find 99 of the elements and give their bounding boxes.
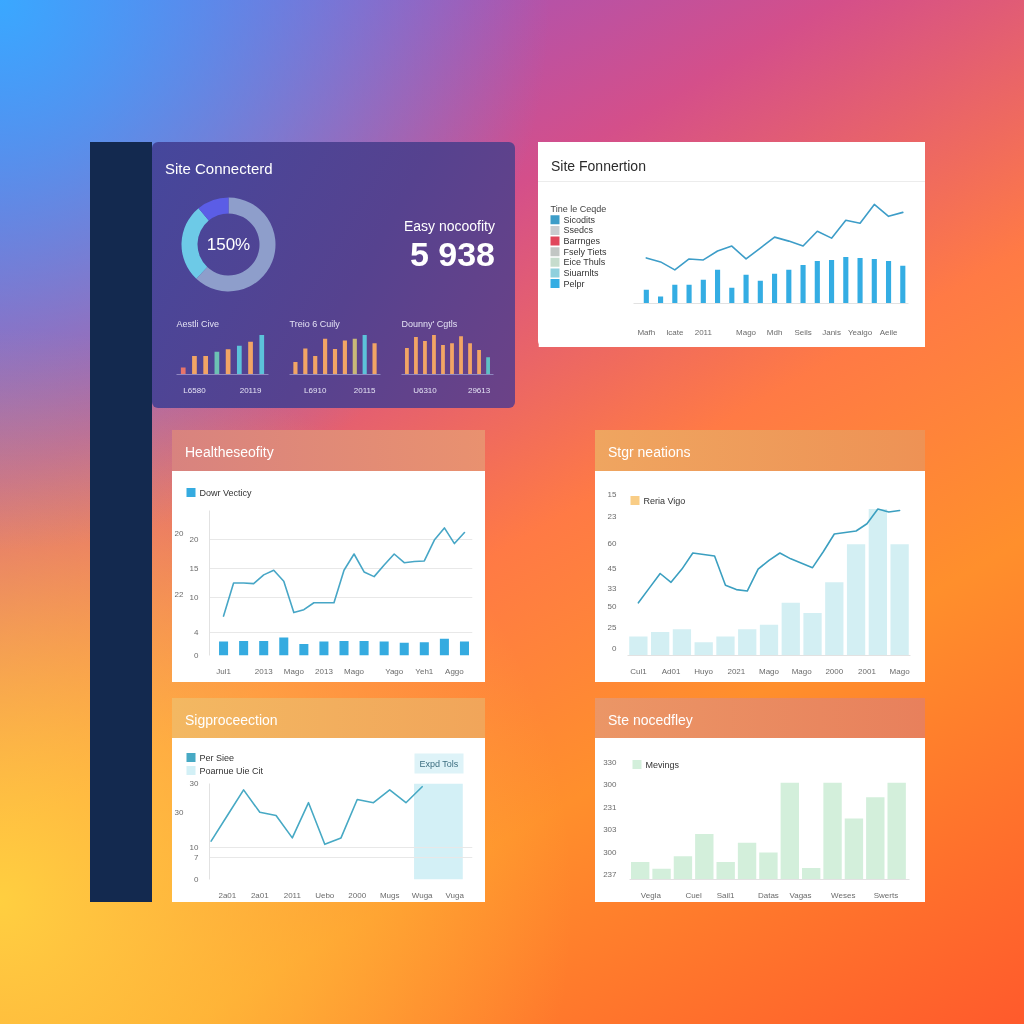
y-tick-label: 10 — [189, 593, 200, 602]
x-tick-label: 2013 — [254, 666, 274, 676]
legend-label: Mevings — [645, 759, 680, 770]
legend-label: Siuarnlts — [563, 267, 600, 278]
x-tick-label: Mdh — [766, 327, 783, 337]
y-tick-label: 0 — [194, 651, 200, 660]
x-tick-label: Mago — [736, 327, 757, 337]
x-tick-label: 2000 — [825, 666, 844, 676]
x-tick-label: L6580 — [183, 385, 207, 395]
chart-title: Site Connecterd — [164, 159, 274, 179]
x-tick-label: Seils — [794, 327, 812, 337]
y-tick-label: 30 — [189, 779, 200, 788]
x-tick-label: Yeaigo — [847, 327, 873, 337]
text: 5 938 — [408, 235, 495, 273]
text: 50 — [607, 601, 618, 611]
text: 231 — [603, 803, 618, 813]
text: 300 — [603, 848, 618, 858]
x-tick-label: 2011 — [694, 327, 713, 337]
text: 22 — [174, 590, 185, 600]
chart-title: Dounny' Cgtls — [401, 318, 458, 329]
legend-label: Poarnue Uie Cit — [199, 765, 264, 776]
x-tick-label: Mago — [791, 666, 813, 676]
x-tick-label: U6310 — [413, 385, 438, 395]
legend-label: Sicodits — [563, 214, 596, 225]
x-tick-label: Sail1 — [716, 890, 736, 900]
y-tick-label: 15 — [189, 564, 200, 573]
x-tick-label: Mugs — [379, 890, 400, 900]
text: 150% — [206, 235, 251, 254]
chart-title: Stgr neations — [595, 430, 925, 471]
legend-label: Barrnges — [563, 236, 601, 247]
chart-title: Site Fonnertion — [538, 142, 925, 182]
chart-title: Sigproceection — [172, 698, 485, 738]
text: 303 — [603, 824, 618, 834]
x-tick-label: 29613 — [467, 385, 491, 395]
x-tick-label: 2001 — [858, 666, 877, 676]
x-tick-label: Icate — [666, 327, 685, 337]
x-tick-label: Mago — [344, 666, 365, 676]
x-tick-label: 20115 — [353, 385, 377, 395]
legend-title: Tine le Ceqde — [550, 204, 607, 215]
x-tick-label: 2013 — [315, 666, 334, 676]
x-tick-label: Yago — [385, 666, 404, 676]
text: 330 — [603, 757, 618, 767]
text: 237 — [603, 870, 618, 880]
x-tick-label: L6910 — [304, 385, 327, 395]
x-tick-label: Vegla — [640, 890, 662, 900]
legend-label: Reria Vigo — [643, 495, 686, 506]
x-tick-label: Yeh1 — [415, 666, 434, 676]
x-tick-label: Uebo — [315, 890, 335, 900]
legend-label: Ssedcs — [563, 225, 594, 236]
y-tick-label: 10 — [189, 843, 200, 852]
text: 20 — [174, 529, 185, 539]
text: 300 — [603, 779, 618, 789]
text: 33 — [607, 583, 618, 593]
y-tick-label: 7 — [194, 852, 200, 862]
text: Easy nocoofity — [402, 217, 495, 235]
x-tick-label: 2000 — [348, 890, 367, 900]
chart-title: Aestli Cive — [176, 318, 220, 329]
x-tick-label: Mafh — [637, 327, 656, 337]
x-tick-label: 2021 — [727, 666, 746, 676]
text: 23 — [607, 511, 618, 521]
x-tick-label: Cul1 — [630, 666, 648, 676]
chart-title: Treio 6 Cuily — [289, 318, 341, 329]
y-tick-label: 20 — [189, 535, 200, 544]
text: 30 — [174, 807, 185, 817]
text: 60 — [607, 539, 618, 549]
text: 25 — [607, 623, 618, 633]
text: 15 — [607, 490, 618, 500]
x-tick-label: 2011 — [283, 890, 302, 900]
x-tick-label: 20119 — [239, 385, 262, 395]
text: Expd Tols — [419, 758, 459, 769]
x-tick-label: Mago — [283, 666, 305, 676]
x-tick-label: Janis — [822, 327, 841, 337]
x-tick-label: Aeile — [879, 327, 898, 337]
x-tick-label: Huyo — [694, 666, 714, 676]
x-tick-label: Mago — [758, 666, 780, 676]
x-tick-label: Swerts — [873, 890, 899, 900]
x-tick-label: Vagas — [789, 890, 812, 900]
x-tick-label: Cuel — [685, 890, 703, 900]
legend-label: Pelpr — [563, 278, 585, 289]
legend-label: Per Siee — [199, 752, 235, 763]
x-tick-label: Wuga — [411, 890, 434, 900]
x-tick-label: Aggo — [445, 666, 465, 676]
y-tick-label: 4 — [194, 627, 200, 637]
legend-label: Dowr Vecticy — [199, 487, 253, 498]
x-tick-label: Weses — [831, 890, 856, 900]
chart-title: Ste nocedfley — [595, 698, 925, 738]
x-tick-label: Jul1 — [216, 666, 232, 676]
x-tick-label: 2a01 — [250, 890, 270, 900]
x-tick-label: Mago — [889, 666, 911, 676]
text: 45 — [607, 564, 618, 574]
x-tick-label: 2a01 — [218, 890, 237, 900]
legend-label: Fsely Tiets — [563, 246, 608, 257]
y-tick-label: 0 — [194, 875, 200, 884]
x-tick-label: Ad01 — [661, 666, 681, 676]
legend-label: Eice Thuls — [563, 257, 606, 268]
x-tick-label: Datas — [757, 890, 779, 900]
x-tick-label: Vuga — [445, 890, 465, 900]
text: 0 — [612, 644, 618, 654]
chart-title: Healtheseofity — [172, 430, 485, 471]
